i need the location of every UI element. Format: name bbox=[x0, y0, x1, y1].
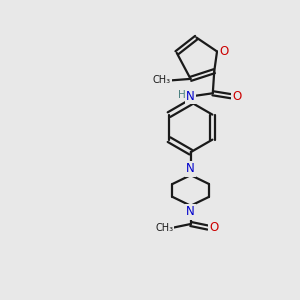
Text: O: O bbox=[232, 90, 242, 103]
Text: N: N bbox=[186, 162, 195, 176]
Text: CH₃: CH₃ bbox=[155, 223, 173, 232]
Text: O: O bbox=[219, 45, 228, 58]
Text: N: N bbox=[186, 206, 195, 218]
Text: H: H bbox=[178, 90, 186, 100]
Text: O: O bbox=[209, 221, 218, 234]
Text: CH₃: CH₃ bbox=[153, 75, 171, 85]
Text: N: N bbox=[186, 90, 195, 103]
